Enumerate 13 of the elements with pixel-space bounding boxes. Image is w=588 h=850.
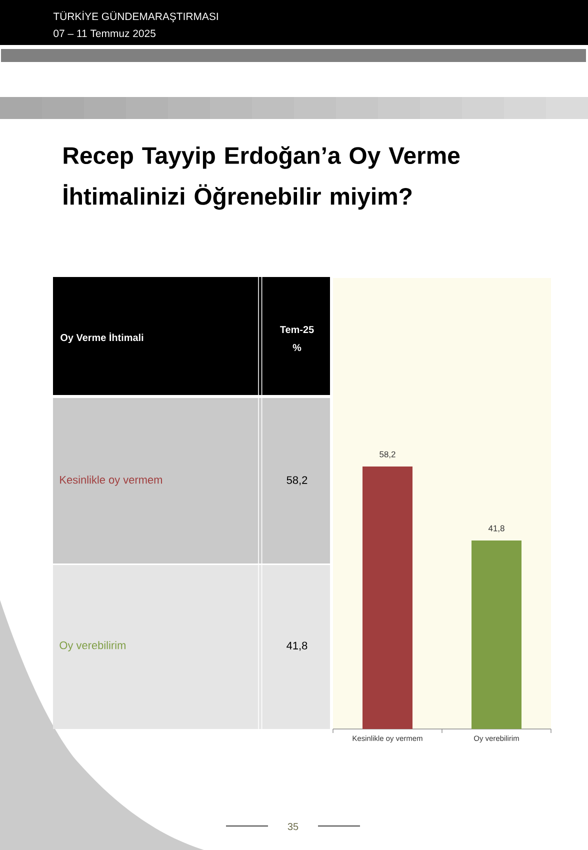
text: Oy Verme İhtimali: [60, 332, 144, 344]
chart-title: Recep Tayyip Erdoğan’a Oy Verme İhtimalinizi Öğrenebilir miyim?: [64, 146, 460, 210]
text: %: [292, 344, 302, 352]
text: TÜRKİYE GÜNDEMARAŞTIRMASI: [53, 10, 218, 22]
text: 58,2: [286, 476, 308, 486]
text: Tem-25: [280, 326, 314, 334]
text: 35: [288, 823, 298, 830]
category-label: Oy verebilirim: [60, 641, 126, 652]
data-label: 58,2: [380, 451, 396, 458]
text: 41,8: [286, 642, 308, 651]
data-label: 41,8: [488, 525, 504, 532]
text: 07 – 11 Temmuz 2025: [54, 30, 156, 38]
category-label: Kesinlikle oy vermem: [60, 476, 162, 486]
